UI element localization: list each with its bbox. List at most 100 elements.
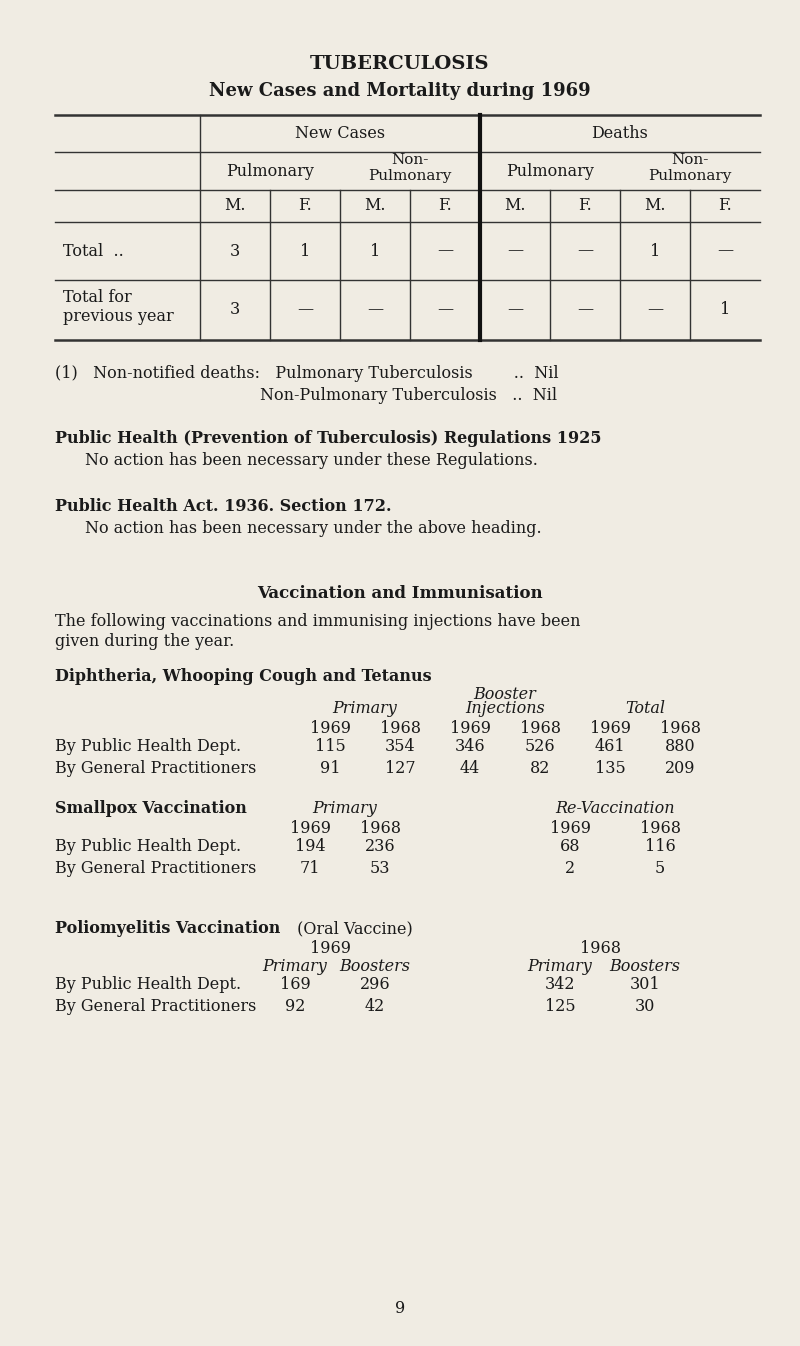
Text: 1969: 1969 (290, 820, 330, 837)
Text: Pulmonary: Pulmonary (506, 163, 594, 179)
Text: 127: 127 (385, 760, 415, 777)
Text: 91: 91 (320, 760, 340, 777)
Text: 116: 116 (645, 839, 675, 855)
Text: TUBERCULOSIS: TUBERCULOSIS (310, 55, 490, 73)
Text: 42: 42 (365, 997, 385, 1015)
Text: Injections: Injections (465, 700, 545, 717)
Text: 125: 125 (545, 997, 575, 1015)
Text: 1969: 1969 (550, 820, 590, 837)
Text: 194: 194 (294, 839, 326, 855)
Text: 3: 3 (230, 242, 240, 260)
Text: F.: F. (578, 198, 592, 214)
Text: 71: 71 (300, 860, 320, 878)
Text: Public Health Act. 1936. Section 172.: Public Health Act. 1936. Section 172. (55, 498, 391, 516)
Text: 92: 92 (285, 997, 305, 1015)
Text: Primary: Primary (528, 958, 592, 975)
Text: 135: 135 (594, 760, 626, 777)
Text: 342: 342 (545, 976, 575, 993)
Text: —: — (507, 242, 523, 260)
Text: —: — (647, 302, 663, 319)
Text: M.: M. (224, 198, 246, 214)
Text: —: — (577, 242, 593, 260)
Text: M.: M. (364, 198, 386, 214)
Text: Boosters: Boosters (610, 958, 681, 975)
Text: 1968: 1968 (579, 940, 621, 957)
Text: —: — (437, 302, 453, 319)
Text: Total for
previous year: Total for previous year (63, 288, 174, 326)
Text: F.: F. (718, 198, 732, 214)
Text: 1968: 1968 (519, 720, 561, 738)
Text: 1968: 1968 (639, 820, 681, 837)
Text: 1: 1 (300, 242, 310, 260)
Text: 9: 9 (395, 1300, 405, 1316)
Text: Smallpox Vaccination: Smallpox Vaccination (55, 800, 247, 817)
Text: F.: F. (298, 198, 312, 214)
Text: M.: M. (504, 198, 526, 214)
Text: 880: 880 (665, 738, 695, 755)
Text: 1: 1 (650, 242, 660, 260)
Text: 44: 44 (460, 760, 480, 777)
Text: given during the year.: given during the year. (55, 633, 234, 650)
Text: 296: 296 (360, 976, 390, 993)
Text: 1969: 1969 (310, 940, 350, 957)
Text: By General Practitioners: By General Practitioners (55, 860, 256, 878)
Text: Re-Vaccination: Re-Vaccination (555, 800, 674, 817)
Text: Pulmonary: Pulmonary (226, 163, 314, 179)
Text: 3: 3 (230, 302, 240, 319)
Text: 1968: 1968 (659, 720, 701, 738)
Text: 115: 115 (314, 738, 346, 755)
Text: 1: 1 (720, 302, 730, 319)
Text: Vaccination and Immunisation: Vaccination and Immunisation (257, 586, 543, 602)
Text: M.: M. (644, 198, 666, 214)
Text: 1: 1 (370, 242, 380, 260)
Text: 209: 209 (665, 760, 695, 777)
Text: Primary: Primary (313, 800, 378, 817)
Text: Non-Pulmonary Tuberculosis   ..  Nil: Non-Pulmonary Tuberculosis .. Nil (55, 388, 557, 404)
Text: Primary: Primary (262, 958, 327, 975)
Text: Diphtheria, Whooping Cough and Tetanus: Diphtheria, Whooping Cough and Tetanus (55, 668, 432, 685)
Text: 5: 5 (655, 860, 665, 878)
Text: 82: 82 (530, 760, 550, 777)
Text: New Cases: New Cases (295, 125, 385, 141)
Text: New Cases and Mortality during 1969: New Cases and Mortality during 1969 (209, 82, 591, 100)
Text: 1968: 1968 (379, 720, 421, 738)
Text: Booster: Booster (474, 686, 536, 703)
Text: By Public Health Dept.: By Public Health Dept. (55, 976, 241, 993)
Text: 2: 2 (565, 860, 575, 878)
Text: No action has been necessary under the above heading.: No action has been necessary under the a… (85, 520, 542, 537)
Text: No action has been necessary under these Regulations.: No action has been necessary under these… (85, 452, 538, 468)
Text: 30: 30 (635, 997, 655, 1015)
Text: (1)   Non-notified deaths:   Pulmonary Tuberculosis        ..  Nil: (1) Non-notified deaths: Pulmonary Tuber… (55, 365, 558, 382)
Text: Non-
Pulmonary: Non- Pulmonary (368, 153, 452, 183)
Text: Non-
Pulmonary: Non- Pulmonary (648, 153, 732, 183)
Text: 236: 236 (365, 839, 395, 855)
Text: F.: F. (438, 198, 452, 214)
Text: —: — (717, 242, 733, 260)
Text: 526: 526 (525, 738, 555, 755)
Text: 1968: 1968 (359, 820, 401, 837)
Text: The following vaccinations and immunising injections have been: The following vaccinations and immunisin… (55, 612, 581, 630)
Text: Total: Total (625, 700, 665, 717)
Text: 53: 53 (370, 860, 390, 878)
Text: Primary: Primary (333, 700, 398, 717)
Text: Boosters: Boosters (339, 958, 410, 975)
Text: —: — (507, 302, 523, 319)
Text: —: — (367, 302, 383, 319)
Text: 346: 346 (454, 738, 486, 755)
Text: 1969: 1969 (590, 720, 630, 738)
Text: By General Practitioners: By General Practitioners (55, 760, 256, 777)
Text: By Public Health Dept.: By Public Health Dept. (55, 738, 241, 755)
Text: 169: 169 (280, 976, 310, 993)
Text: 68: 68 (560, 839, 580, 855)
Text: 1969: 1969 (310, 720, 350, 738)
Text: 1969: 1969 (450, 720, 490, 738)
Text: —: — (437, 242, 453, 260)
Text: By General Practitioners: By General Practitioners (55, 997, 256, 1015)
Text: —: — (577, 302, 593, 319)
Text: Total  ..: Total .. (63, 242, 124, 260)
Text: —: — (297, 302, 313, 319)
Text: 354: 354 (385, 738, 415, 755)
Text: Deaths: Deaths (591, 125, 649, 141)
Text: By Public Health Dept.: By Public Health Dept. (55, 839, 241, 855)
Text: 461: 461 (594, 738, 626, 755)
